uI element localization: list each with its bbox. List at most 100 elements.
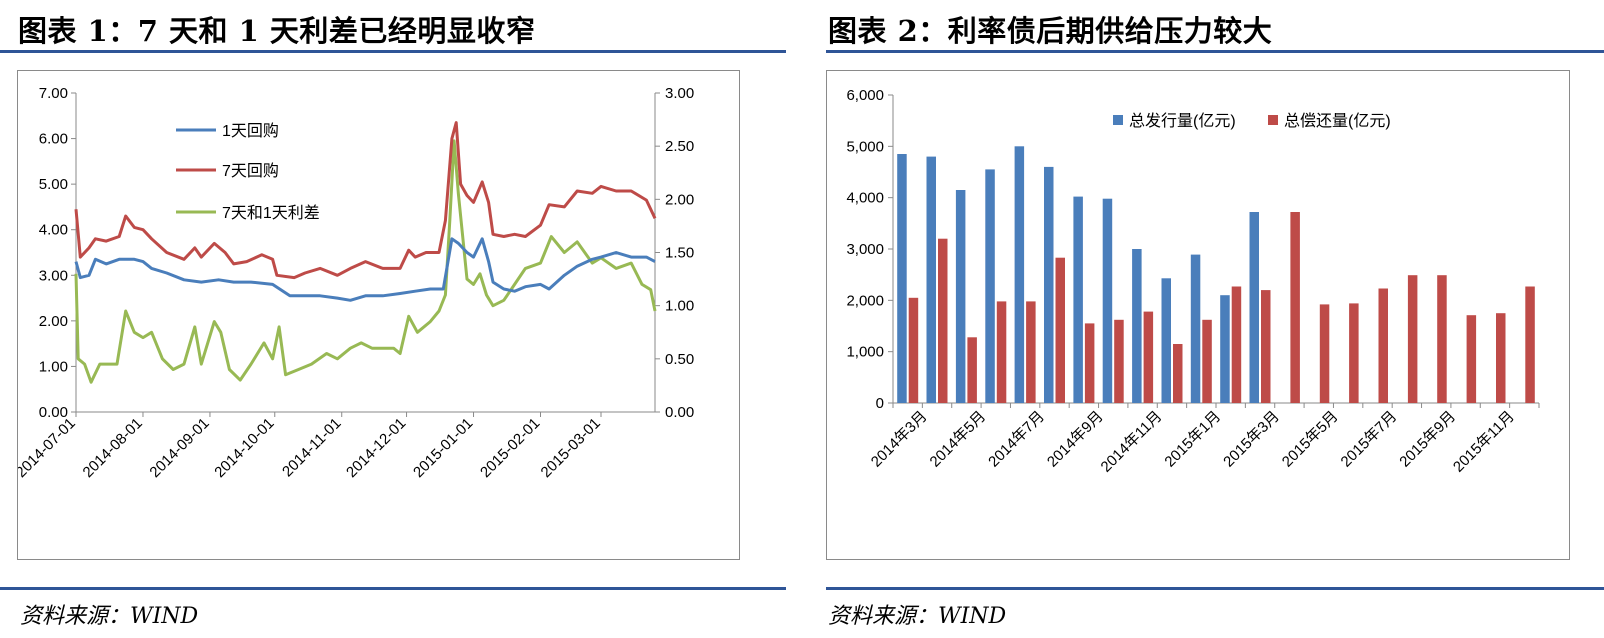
bar-issuance: [955, 190, 966, 403]
figure-2-source: 资料来源：WIND: [828, 604, 1007, 629]
left-y-tick-label: 7.00: [39, 85, 68, 102]
x-tick-label: 2015年11月: [1450, 408, 1518, 476]
legend-swatch-1: [1113, 115, 1123, 125]
series-line-1: [74, 237, 656, 302]
series-line-2: [74, 121, 657, 280]
right-y-tick-label: 2.00: [665, 191, 694, 208]
bar-issuance: [1161, 278, 1171, 403]
x-tick-label: 2014-09-01: [146, 415, 212, 481]
bar-chart: 01,0002,0003,0004,0005,0006,0002014年3月20…: [846, 87, 1540, 476]
bar-repayment: [1231, 286, 1242, 403]
x-tick-label: 2015-01-01: [410, 415, 476, 481]
bar-repayment: [1378, 288, 1388, 403]
figure-1-top-rule: [0, 50, 786, 53]
x-tick-label: 2015年7月: [1338, 408, 1401, 471]
figure-2-title: 图表 2：利率债后期供给压力较大: [828, 14, 1273, 48]
bar-issuance: [1102, 198, 1113, 403]
bar-repayment: [1496, 313, 1506, 403]
bar-repayment: [1349, 303, 1359, 403]
bar-repayment: [967, 337, 977, 403]
bar-issuance: [1073, 196, 1083, 403]
x-tick-label: 2015年9月: [1396, 408, 1459, 471]
x-tick-label: 2014-12-01: [343, 415, 409, 481]
figure-2-bottom-rule: [826, 587, 1604, 590]
right-y-tick-label: 1.50: [665, 245, 694, 262]
bar-issuance: [1249, 212, 1259, 403]
x-tick-label: 2015年3月: [1220, 408, 1283, 471]
series-line-3: [74, 139, 657, 384]
left-y-tick-label: 2.00: [39, 313, 68, 330]
right-y-tick-label: 3.00: [665, 85, 694, 102]
right-y-tick-label: 0.50: [665, 351, 694, 368]
legend-swatch-2: [1268, 115, 1278, 125]
bar-repayment: [1055, 257, 1065, 403]
bar-repayment: [1143, 311, 1154, 403]
legend-label-2: 7天回购: [222, 162, 279, 180]
x-tick-label: 2014年5月: [927, 408, 990, 471]
left-y-tick-label: 0.00: [39, 404, 68, 421]
y-tick-label: 0: [876, 395, 884, 412]
x-tick-label: 2014-08-01: [80, 415, 146, 481]
line-chart: 0.00 1.00 2.00 3.00 4.00 5.00 6.00 7.00 0.00 0.50…: [13, 85, 695, 481]
bar-repayment: [1466, 315, 1477, 403]
y-tick-label: 6,000: [846, 87, 884, 104]
bar-issuance: [985, 169, 995, 403]
x-tick-label: 2015-02-01: [477, 415, 543, 481]
bar-issuance: [1014, 146, 1025, 404]
figure-2-panel: 图表 2：利率债后期供给压力较大 0 1,000 2,000 3,000 4,000 5,…: [826, 0, 1604, 638]
bar-issuance: [1220, 295, 1230, 403]
legend-label-2: 总偿还量(亿元): [1284, 112, 1391, 130]
x-tick-label: 2014年9月: [1044, 408, 1107, 471]
bar-repayment: [1319, 304, 1330, 403]
right-y-tick-label: 1.00: [665, 298, 694, 315]
right-y-tick-label: 2.50: [665, 138, 694, 155]
figure-1-panel: 图表 1：7 天和 1 天利差已经明显收窄 0.00 1.00 2.00 3.00 4.…: [0, 0, 786, 638]
bar-repayment: [908, 297, 919, 403]
bar-repayment: [1173, 344, 1183, 403]
y-tick-label: 4,000: [846, 190, 884, 207]
bar-issuance: [926, 156, 936, 403]
left-y-tick-label: 4.00: [39, 222, 68, 239]
y-tick-label: 1,000: [846, 344, 884, 361]
figure-1-chart-frame: 0.00 1.00 2.00 3.00 4.00 5.00 6.00 7.00 0.00 0.50…: [13, 70, 740, 560]
legend-label-1: 总发行量(亿元): [1129, 112, 1236, 130]
figure-2-chart-frame: 0 1,000 2,000 3,000 4,000 5,000 6,000 2014年3月 20…: [826, 70, 1570, 560]
x-tick-label: 2014-10-01: [211, 415, 277, 481]
figure-1-bottom-rule: [0, 587, 786, 590]
legend-label-1: 1天回购: [222, 122, 279, 140]
y-tick-label: 2,000: [846, 292, 884, 309]
figure-2-top-rule: [826, 50, 1604, 53]
bar-issuance: [1190, 254, 1201, 403]
bar-repayment: [1202, 319, 1212, 403]
x-tick-label: 2014年7月: [985, 408, 1048, 471]
y-tick-label: 3,000: [846, 241, 884, 258]
right-y-tick-label: 0.00: [665, 404, 694, 421]
x-tick-label: 2015年5月: [1279, 408, 1342, 471]
bar-repayment: [1407, 275, 1418, 403]
bar-repayment: [1290, 212, 1300, 403]
x-tick-label: 2014-07-01: [18, 415, 79, 481]
x-tick-label: 2014年3月: [868, 408, 931, 471]
legend-label-3: 7天和1天利差: [222, 204, 320, 222]
bar-repayment: [996, 301, 1007, 403]
x-tick-label: 2015-03-01: [538, 415, 604, 481]
bar-repayment: [1026, 301, 1036, 403]
bar-issuance: [1044, 166, 1054, 403]
bar-repayment: [1525, 286, 1535, 403]
x-tick-label: 2014年11月: [1098, 408, 1166, 476]
left-y-tick-label: 5.00: [39, 176, 68, 193]
figure-1-source: 资料来源：WIND: [20, 604, 199, 629]
bar-repayment: [1261, 290, 1271, 403]
left-y-tick-label: 3.00: [39, 267, 68, 284]
left-y-tick-label: 1.00: [39, 358, 68, 375]
bar-repayment: [1084, 323, 1095, 403]
bar-repayment: [1437, 275, 1447, 403]
bar-issuance: [1132, 249, 1142, 403]
bar-issuance: [897, 154, 907, 403]
bar-repayment: [1114, 319, 1124, 403]
x-tick-label: 2014-11-01: [279, 415, 344, 480]
left-y-tick-label: 6.00: [39, 131, 68, 148]
y-tick-label: 5,000: [846, 138, 884, 155]
figure-1-title: 图表 1：7 天和 1 天利差已经明显收窄: [18, 14, 536, 48]
bar-repayment: [938, 238, 948, 403]
